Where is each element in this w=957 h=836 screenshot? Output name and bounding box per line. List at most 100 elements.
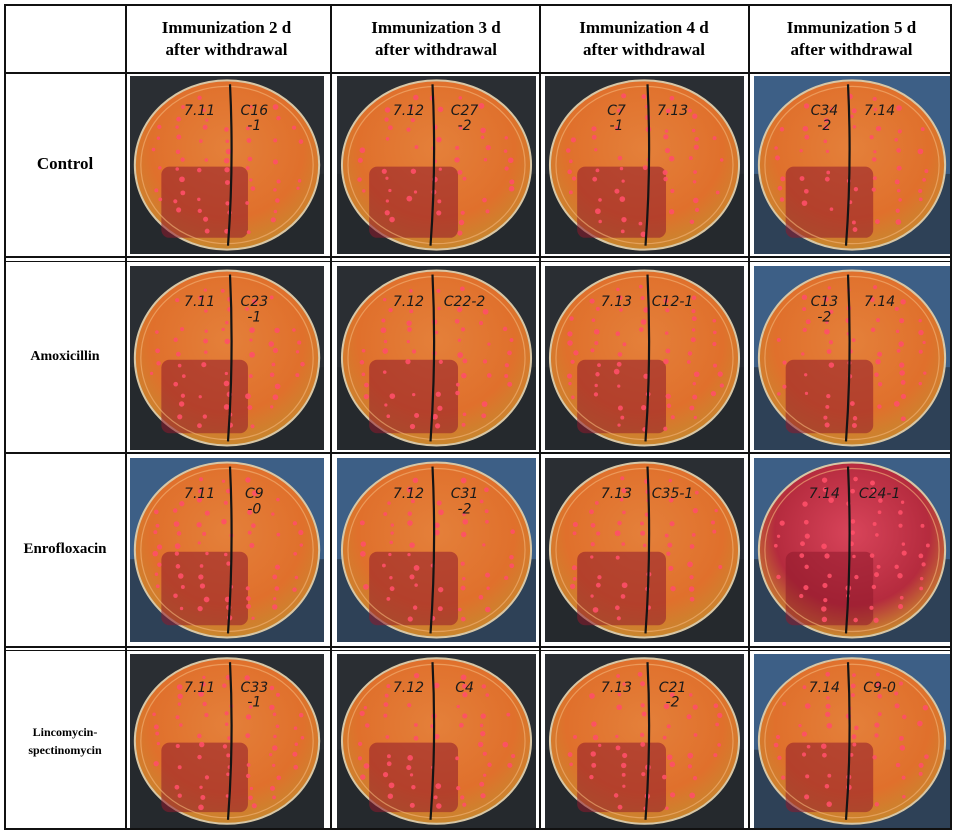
grid-line (4, 828, 952, 830)
plate-label-right-sub: -2 (666, 695, 680, 711)
plate-label-left: 7.13 (601, 680, 632, 696)
row-label-lincomycin-line1: Lincomycin- (32, 725, 98, 739)
plate-enrofloxacin-d2: 7.11 C9 -0 (130, 458, 324, 642)
plate-photo: 7.14 C24-1 (754, 458, 950, 642)
plate-label-right-sub: -2 (458, 118, 472, 134)
plate-label-left: 7.12 (393, 103, 424, 119)
row-label-lincomycin-line2: spectinomycin (28, 743, 102, 757)
plate-label-left: 7.11 (184, 103, 215, 119)
plate-label-left-sub: -2 (817, 118, 831, 134)
plate-label-right: C9-0 (863, 680, 896, 696)
col-header-4-line1: Immunization 5 d (786, 18, 917, 37)
row-label-amoxicillin: Amoxicillin (6, 264, 124, 450)
col-header-4: Immunization 5 d after withdrawal (753, 6, 950, 72)
plate-label-right: C4 (455, 680, 474, 696)
plate-label-right-sub: -2 (458, 502, 472, 518)
plate-control-d3: 7.12 C27 -2 (337, 76, 536, 254)
plate-label-left: 7.11 (184, 486, 215, 502)
grid-line (4, 646, 952, 648)
plate-photo: 7.12 C31-2 (337, 458, 536, 642)
plate-label-right: 7.14 (864, 103, 895, 119)
col-header-2-line1: Immunization 3 d (371, 18, 501, 37)
row-label-lincomycin: Lincomycin- spectinomycin (6, 652, 124, 830)
plate-control-d5: C34 -2 7.14 (754, 76, 950, 254)
col-header-2-line2: after withdrawal (375, 40, 497, 59)
plate-label-right-sub: -1 (247, 118, 261, 134)
grid-line (330, 4, 332, 830)
plate-label-right: C31 (451, 486, 479, 502)
plate-control-d4: C7 -1 7.13 (545, 76, 744, 254)
plate-label-left: 7.12 (393, 680, 424, 696)
plate-photo: 7.12 C22-2 (337, 266, 536, 450)
figure-table: Immunization 2 d after withdrawal Immuni… (4, 4, 952, 830)
plate-label-right: C16 (241, 103, 269, 119)
grid-line (4, 4, 952, 6)
plate-control-d2: 7.11 C16 -1 (130, 76, 324, 254)
plate-label-right: C22-2 (444, 294, 486, 310)
col-header-1-line2: after withdrawal (165, 40, 288, 59)
plate-label-right-sub: -1 (247, 695, 261, 711)
plate-photo: 7.12 C4 (337, 654, 536, 828)
plate-label-left: 7.14 (809, 486, 840, 502)
plate-lincomycin-d3: 7.12 C4 (337, 654, 536, 828)
plate-photo: C34-2 7.14 (754, 76, 950, 254)
col-header-3: Immunization 4 d after withdrawal (544, 6, 744, 72)
plate-label-right: C9 (245, 486, 264, 502)
col-header-3-line1: Immunization 4 d (579, 18, 709, 37)
plate-label-left-sub: -2 (817, 310, 831, 326)
grid-line (125, 4, 127, 830)
grid-line (539, 4, 541, 830)
plate-amoxicillin-d5: C13 -2 7.14 (754, 266, 950, 450)
plate-label-right-sub: -0 (247, 502, 261, 518)
grid-line (4, 650, 952, 651)
plate-photo: C13-2 7.14 (754, 266, 950, 450)
plate-label-left: 7.12 (393, 486, 424, 502)
plate-label-right: C12-1 (652, 294, 694, 310)
plate-label-left-sub: -1 (609, 118, 623, 134)
plate-label-right: 7.14 (864, 294, 895, 310)
col-header-2: Immunization 3 d after withdrawal (336, 6, 536, 72)
col-header-4-line2: after withdrawal (790, 40, 913, 59)
plate-photo: 7.11 C23-1 (130, 266, 324, 450)
grid-line (4, 452, 952, 454)
plate-enrofloxacin-d4: 7.13 C35-1 (545, 458, 744, 642)
grid-line (4, 261, 952, 262)
row-label-enrofloxacin-text: Enrofloxacin (23, 540, 107, 557)
plate-label-right: C23 (241, 294, 269, 310)
grid-line (4, 4, 6, 830)
grid-line (950, 4, 952, 830)
plate-label-left: 7.11 (184, 294, 215, 310)
plate-lincomycin-d5: 7.14 C9-0 (754, 654, 950, 828)
plate-photo: 7.11 C33-1 (130, 654, 324, 828)
plate-amoxicillin-d2: 7.11 C23 -1 (130, 266, 324, 450)
plate-enrofloxacin-d3: 7.12 C31 -2 (337, 458, 536, 642)
plate-lincomycin-d2: 7.11 C33 -1 (130, 654, 324, 828)
plate-label-left: 7.14 (809, 680, 840, 696)
plate-photo: 7.13 C12-1 (545, 266, 744, 450)
grid-line (4, 72, 952, 74)
plate-label-left: C13 (811, 294, 839, 310)
plate-label-left: C34 (811, 103, 839, 119)
plate-photo: 7.11 C16-1 (130, 76, 324, 254)
plate-label-right: C35-1 (652, 486, 694, 502)
plate-label-right: C24-1 (859, 486, 901, 502)
plate-photo: 7.11 C9-0 (130, 458, 324, 642)
plate-photo: C7-1 7.13 (545, 76, 744, 254)
plate-photo: 7.14 C9-0 (754, 654, 950, 828)
plate-label-right: 7.13 (657, 103, 688, 119)
plate-amoxicillin-d3: 7.12 C22-2 (337, 266, 536, 450)
row-label-control-text: Control (36, 154, 94, 173)
grid-line (4, 256, 952, 258)
plate-photo: 7.13 C21-2 (545, 654, 744, 828)
plate-label-right-sub: -1 (247, 310, 261, 326)
plate-label-left: 7.12 (393, 294, 424, 310)
plate-label-right: C33 (241, 680, 269, 696)
plate-label-left: C7 (607, 103, 626, 119)
row-label-control: Control (6, 74, 124, 254)
col-header-1-line1: Immunization 2 d (161, 18, 292, 37)
plate-photo: 7.12 C27-2 (337, 76, 536, 254)
plate-photo: 7.13 C35-1 (545, 458, 744, 642)
plate-enrofloxacin-d5: 7.14 C24-1 (754, 458, 950, 642)
plate-label-left: 7.13 (601, 294, 632, 310)
plate-label-right: C27 (451, 103, 479, 119)
